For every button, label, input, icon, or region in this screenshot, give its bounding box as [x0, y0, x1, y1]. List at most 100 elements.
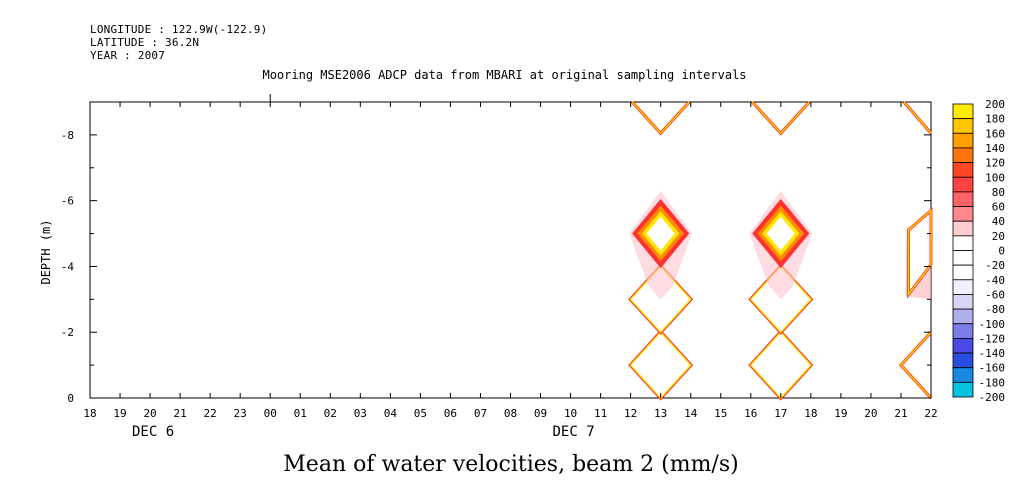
v-feature-inner	[631, 101, 690, 134]
colorbar: 200180160140120100806040200-20-40-60-80-…	[952, 98, 1006, 404]
colorbar-band	[952, 308, 974, 325]
colorbar-band	[952, 367, 974, 383]
x-tick-label: 15	[714, 407, 727, 420]
x-tick-label: 14	[684, 407, 698, 420]
x-tick-label: 20	[864, 407, 877, 420]
chart-title: Mooring MSE2006 ADCP data from MBARI at …	[262, 68, 747, 82]
x-tick-label: 10	[564, 407, 577, 420]
half-diamond-feature-mid	[899, 331, 932, 399]
x-date-label: DEC 6	[132, 424, 174, 440]
colorbar-band	[952, 264, 974, 281]
colorbar-label: 20	[992, 230, 1005, 243]
colorbar-band	[952, 352, 974, 369]
v-feature	[751, 100, 811, 136]
colorbar-label: -100	[979, 318, 1006, 331]
y-tick-label: 0	[67, 392, 74, 405]
x-axis: 18 19 20 21 22 23 00 01 02 03 04 05 06 07 08 09 10 11 12 13…	[83, 94, 938, 440]
colorbar-band	[952, 294, 974, 310]
colorbar-band	[952, 323, 974, 339]
column-yellow	[908, 209, 932, 296]
colorbar-band	[952, 250, 974, 266]
chart-caption: Mean of water velocities, beam 2 (mm/s)	[283, 452, 739, 477]
high-core	[646, 216, 675, 251]
y-tick-label: -2	[61, 326, 74, 339]
colorbar-band	[952, 103, 974, 120]
x-tick-label: 08	[504, 407, 517, 420]
high-core	[766, 216, 795, 251]
half-column-feature	[905, 207, 933, 300]
colorbar-band	[952, 132, 974, 149]
colorbar-band	[952, 176, 974, 193]
y-axis-label: DEPTH (m)	[39, 219, 53, 284]
x-tick-label: 12	[624, 407, 637, 420]
diamond-feature	[748, 329, 814, 401]
x-tick-label: 00	[264, 407, 277, 420]
colorbar-label: 40	[992, 215, 1005, 228]
x-tick-label: 23	[234, 407, 247, 420]
x-tick-label: 06	[444, 407, 457, 420]
colorbar-band	[952, 147, 974, 163]
colorbar-label: 160	[985, 127, 1005, 140]
half-v-feature	[902, 101, 933, 135]
y-tick-label: -8	[61, 129, 74, 142]
v-feature-inner	[751, 101, 810, 134]
v-feature	[631, 100, 691, 136]
high-diamond-feature	[629, 190, 693, 300]
x-tick-label: 18	[804, 407, 817, 420]
x-tick-label: 09	[534, 407, 547, 420]
colorbar-label: 60	[992, 201, 1005, 214]
colorbar-band	[952, 191, 974, 207]
high-diamond-feature	[749, 190, 813, 300]
longitude-label: LONGITUDE : 122.9W(-122.9)	[90, 23, 268, 36]
colorbar-band	[952, 381, 974, 398]
colorbar-band	[952, 206, 974, 222]
colorbar-label: -140	[979, 347, 1006, 360]
x-tick-label: 21	[173, 407, 186, 420]
colorbar-label: 140	[985, 142, 1005, 155]
y-tick-label: -6	[61, 195, 74, 208]
x-tick-label: 05	[414, 407, 427, 420]
colorbar-band	[952, 118, 974, 134]
colorbar-band	[952, 279, 974, 295]
data-features	[628, 100, 933, 401]
x-tick-label: 07	[474, 407, 487, 420]
colorbar-band	[952, 162, 974, 178]
x-tick-label: 19	[113, 407, 126, 420]
colorbar-label: -200	[979, 391, 1006, 404]
diamond-feature-inner	[749, 331, 812, 399]
x-tick-label: 18	[83, 407, 96, 420]
colorbar-band	[952, 235, 974, 251]
colorbar-label: 80	[992, 186, 1005, 199]
y-axis: 0 -2 -4 -6 -8	[61, 101, 931, 405]
x-tick-label: 11	[594, 407, 607, 420]
x-tick-label: 22	[924, 407, 937, 420]
colorbar-band	[952, 337, 974, 354]
colorbar-label: 100	[985, 171, 1005, 184]
half-v-feature-inner	[903, 101, 932, 134]
x-tick-label: 20	[143, 407, 156, 420]
colorbar-label: -180	[979, 376, 1006, 389]
x-tick-label: 22	[204, 407, 217, 420]
colorbar-label: -80	[985, 303, 1005, 316]
y-tick-label: -4	[61, 260, 75, 273]
half-diamond-feature-inner	[900, 331, 932, 399]
x-tick-label: 19	[834, 407, 847, 420]
x-date-label: DEC 7	[552, 424, 594, 440]
x-tick-label: 04	[384, 407, 398, 420]
colorbar-label: 0	[998, 245, 1005, 258]
diamond-feature	[628, 329, 694, 401]
colorbar-label: -120	[979, 332, 1006, 345]
colorbar-band	[952, 220, 974, 237]
half-diamond-feature	[898, 331, 933, 400]
half-diamond-feature-outer	[898, 331, 933, 400]
colorbar-label: 200	[985, 98, 1005, 111]
latitude-label: LATITUDE : 36.2N	[90, 36, 200, 49]
x-tick-label: 03	[354, 407, 367, 420]
colorbar-label: -160	[979, 362, 1006, 375]
x-tick-label: 16	[744, 407, 757, 420]
x-tick-label: 17	[774, 407, 787, 420]
colorbar-label: 180	[985, 113, 1005, 126]
x-tick-label: 02	[324, 407, 337, 420]
x-tick-label: 21	[894, 407, 907, 420]
